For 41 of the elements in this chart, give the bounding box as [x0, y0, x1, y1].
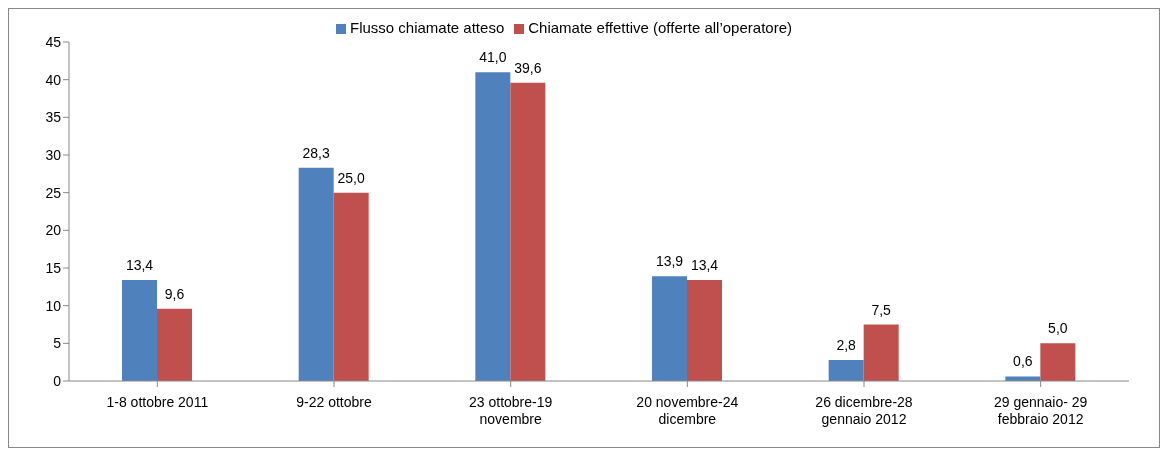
x-tick-label: 23 ottobre-19 novembre	[469, 394, 553, 427]
bar	[687, 280, 722, 381]
bar	[157, 308, 192, 381]
legend-label: Flusso chiamate atteso	[349, 19, 505, 36]
x-tick-label: 9-22 ottobre	[296, 394, 372, 410]
x-tick-label: 1-8 ottobre 2011	[106, 394, 209, 410]
bar	[510, 82, 546, 381]
data-label: 5,0	[1048, 320, 1068, 337]
y-tick-label: 35	[45, 109, 62, 126]
x-tick-label: 20 novembre-24 dicembre	[636, 394, 739, 427]
y-tick-label: 15	[45, 259, 62, 276]
bar	[475, 72, 511, 381]
data-label: 13,4	[125, 257, 154, 274]
y-tick-label: 5	[53, 335, 62, 352]
bar	[298, 167, 334, 381]
bar	[863, 324, 899, 381]
y-tick-label: 25	[45, 184, 62, 201]
bar	[333, 192, 369, 381]
y-tick-label: 10	[45, 297, 62, 314]
y-tick-label: 30	[45, 146, 62, 163]
data-label: 13,4	[690, 257, 719, 274]
x-tick-label: 26 dicembre-28 gennaio 2012	[815, 394, 913, 427]
y-tick-label: 20	[45, 222, 62, 239]
x-tick-label: 29 gennaio- 29 febbraio 2012	[993, 394, 1088, 427]
data-label: 9,6	[164, 285, 185, 302]
y-tick-label: 45	[45, 33, 62, 50]
data-label: 2,8	[836, 336, 857, 353]
data-label: 0,6	[1013, 353, 1033, 370]
legend-label: Chiamate effettive (offerte all’operatore)	[528, 19, 792, 36]
data-label: 7,5	[871, 301, 892, 318]
bar	[122, 280, 157, 381]
y-tick-label: 0	[53, 372, 62, 389]
data-label: 28,3	[302, 144, 330, 161]
y-tick-label: 40	[45, 71, 62, 88]
data-label: 13,9	[655, 253, 684, 270]
bar	[1040, 343, 1076, 381]
bar	[652, 276, 687, 381]
data-label: 39,6	[514, 59, 542, 76]
data-label: 25,0	[337, 169, 365, 186]
bar	[828, 359, 864, 381]
data-label: 41,0	[479, 49, 507, 66]
